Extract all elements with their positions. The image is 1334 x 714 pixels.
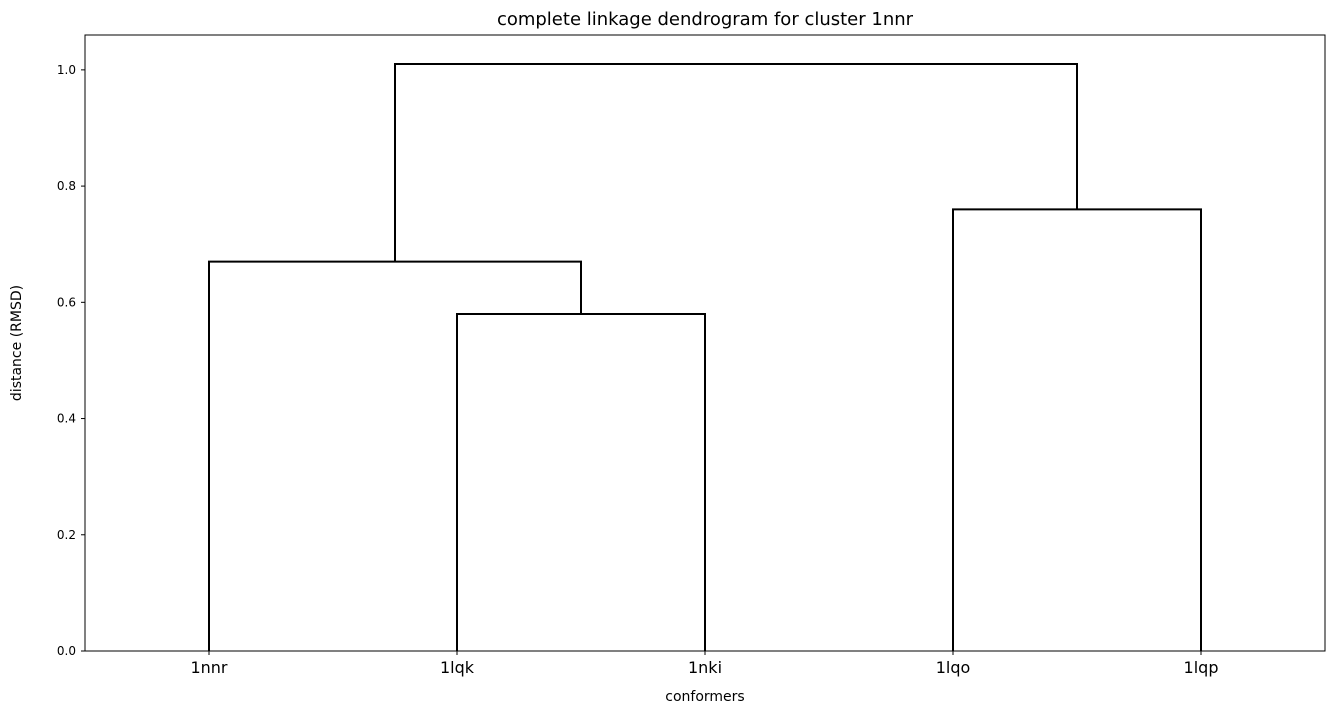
y-tick-label: 0.0 xyxy=(57,644,76,658)
leaf-label-1lqk: 1lqk xyxy=(440,658,475,677)
dendrogram-link-m2 xyxy=(208,260,582,651)
dendrogram-link-m3 xyxy=(952,208,1202,651)
y-axis: 0.0 0.2 0.4 0.6 0.8 1.0 xyxy=(57,63,85,658)
leaf-label-1lqp: 1lqp xyxy=(1184,658,1219,677)
dendrogram-links xyxy=(208,63,1202,651)
y-tick-label: 0.2 xyxy=(57,528,76,542)
chart-title: complete linkage dendrogram for cluster … xyxy=(497,9,914,30)
leaf-label-1nnr: 1nnr xyxy=(190,658,227,677)
y-tick-label: 1.0 xyxy=(57,63,76,77)
x-axis-label: conformers xyxy=(665,689,744,705)
dendrogram-link-m4 xyxy=(394,63,1078,262)
y-tick-label: 0.4 xyxy=(57,412,76,426)
y-axis-label: distance (RMSD) xyxy=(9,285,25,401)
y-tick-label: 0.6 xyxy=(57,295,76,309)
x-axis: 1nnr 1lqk 1nki 1lqo 1lqp xyxy=(190,651,1218,677)
leaf-label-1lqo: 1lqo xyxy=(936,658,971,677)
y-tick-label: 0.8 xyxy=(57,179,76,193)
dendrogram-link-m1 xyxy=(456,312,706,651)
leaf-label-1nki: 1nki xyxy=(688,658,722,677)
